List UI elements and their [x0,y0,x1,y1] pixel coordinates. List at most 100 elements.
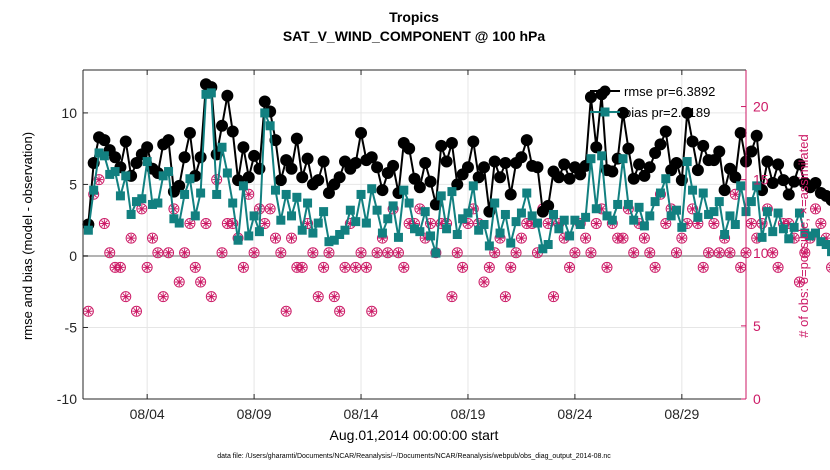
obs-assimilated-point [704,248,713,257]
bias-point [554,224,564,234]
obs-assimilated-point [469,204,478,214]
bias-point [746,197,756,207]
obs-assimilated-point [276,248,286,257]
bias-point [618,154,628,164]
rmse-point [419,156,432,169]
bias-point [511,217,521,227]
rmse-point [109,151,122,164]
bias-point [597,151,607,161]
obs-possible-point [810,203,822,215]
obs-possible-point [799,247,811,259]
obs-assimilated-point [367,307,376,316]
obs-assimilated-point [137,204,147,214]
bias-point [324,237,334,247]
obs-possible-point [120,291,132,303]
bias-point [650,197,660,207]
obs-assimilated-point [132,307,141,316]
y2-tick-label: 5 [753,318,761,334]
obs-possible-point [280,305,292,317]
rmse-point [130,156,143,169]
series-layer [82,78,830,317]
obs-possible-point [510,247,522,259]
obs-assimilated-point [554,219,564,228]
bias-point [105,169,115,179]
obs-assimilated-point [688,204,697,214]
obs-assimilated-point [394,248,403,257]
y2-axis-label: # of obs: o=possible; ×=assimilated [796,134,811,337]
bias-point [292,192,302,202]
obs-possible-point [815,218,827,230]
bias-point [613,199,623,209]
obs-assimilated-point [169,204,179,214]
rmse-point [520,134,533,147]
rmse-point [312,174,325,187]
rmse-point [718,184,731,197]
rmse-point [162,134,175,147]
obs-possible-point [152,247,164,259]
bias-point [137,194,147,204]
obs-assimilated-point [522,219,531,228]
obs-assimilated-point [335,307,344,316]
bias-point [201,89,211,99]
rmse-point [584,91,597,104]
obs-assimilated-point [581,233,590,243]
obs-assimilated-point [715,248,724,257]
bias-point [752,181,762,191]
obs-assimilated-point [239,263,248,272]
bias-point [206,88,216,98]
obs-possible-point [141,261,153,273]
obs-assimilated-point [645,248,654,257]
bias-point [495,228,505,238]
bias-point [265,121,275,131]
obs-possible-point [670,247,682,259]
rmse-point [274,174,287,187]
obs-possible-point [564,261,576,273]
bias-point [661,174,671,184]
obs-possible-point [237,261,249,273]
bias-point [677,222,687,232]
bias-point [693,212,703,222]
obs-assimilated-point [175,277,184,287]
bias-point [549,209,559,219]
obs-assimilated-point [672,248,681,257]
bias-point [121,171,131,181]
obs-possible-point [446,291,458,303]
obs-assimilated-point [602,263,612,272]
obs-possible-point [499,291,511,303]
obs-assimilated-point [640,233,649,243]
obs-assimilated-point [303,219,312,228]
obs-assimilated-point [319,263,328,272]
obs-assimilated-point [666,204,676,214]
obs-assimilated-point [271,233,280,243]
bias-point [762,207,772,217]
rmse-point [472,171,485,184]
obs-assimilated-point [517,233,526,243]
obs-possible-point [451,247,463,259]
obs-assimilated-point [426,219,435,228]
obs-possible-point [772,261,784,273]
legend-bias-marker [600,107,610,117]
obs-possible-point [793,276,805,288]
obs-assimilated-point [677,233,687,243]
obs-possible-point [478,276,490,288]
bias-point [244,231,254,241]
obs-possible-point [548,291,560,303]
rmse-point [269,134,282,147]
obs-assimilated-point [244,190,253,199]
bias-point [297,225,307,235]
bias-point [543,240,553,250]
obs-possible-point [713,247,725,259]
bias-point [372,205,382,215]
rmse-point [654,138,667,151]
bias-point [180,189,190,199]
rmse-point [761,155,774,168]
rmse-point [766,177,779,190]
bias-point [249,211,259,221]
obs-assimilated-point [693,219,703,228]
bias-point [410,224,419,234]
bias-point [468,181,478,191]
obs-possible-point [601,261,613,273]
bias-point [602,211,612,221]
rmse-point [494,171,507,184]
